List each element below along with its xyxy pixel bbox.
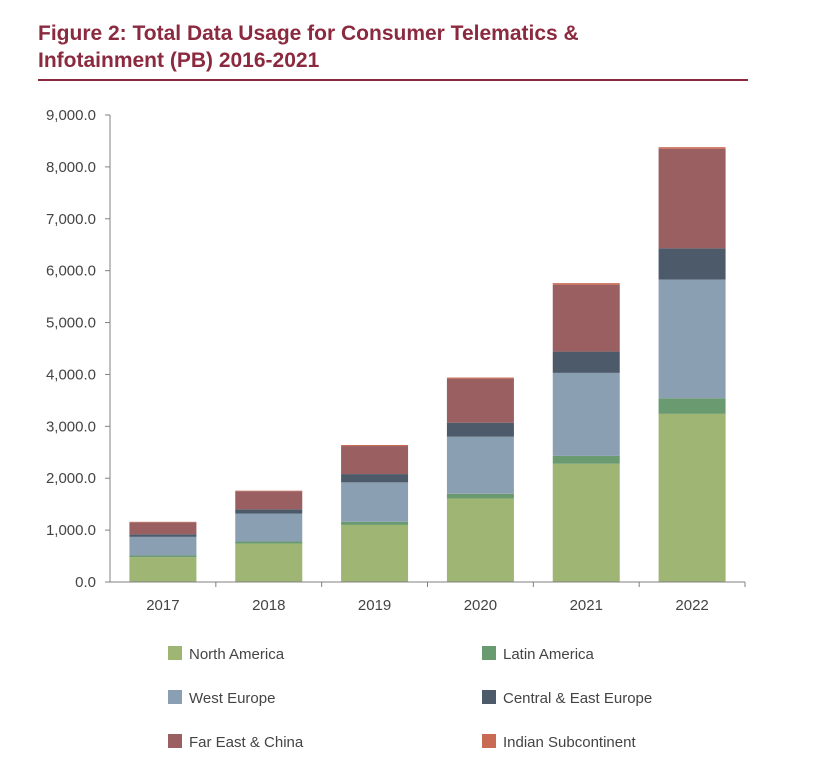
bar-segment-indian-subcontinent-2018 (235, 490, 303, 492)
y-tick-label-8000: 8,000.0 (46, 159, 96, 176)
bars-layer (129, 147, 726, 582)
bar-segment-indian-subcontinent-2017 (129, 521, 197, 523)
x-tick-label-2017: 2017 (146, 597, 179, 614)
bar-segment-west-europe-2017 (129, 536, 197, 556)
bar-segment-indian-subcontinent-2020 (446, 377, 514, 379)
legend-label-latin-america: Latin America (503, 646, 595, 663)
x-tick-label-2020: 2020 (464, 597, 497, 614)
bar-segment-latin-america-2019 (341, 521, 409, 525)
bar-segment-far-east-china-2020 (446, 378, 514, 423)
y-tick-label-2000: 2,000.0 (46, 470, 96, 487)
x-tick-label-2022: 2022 (675, 597, 708, 614)
bar-segment-latin-america-2018 (235, 541, 303, 544)
bar-segment-latin-america-2021 (552, 455, 620, 464)
bar-segment-indian-subcontinent-2019 (341, 445, 409, 447)
legend-label-north-america: North America (189, 646, 285, 663)
legend-label-indian-subcontinent: Indian Subcontinent (503, 734, 636, 751)
bar-segment-west-europe-2019 (341, 482, 409, 522)
x-tick-label-2019: 2019 (358, 597, 391, 614)
bar-segment-indian-subcontinent-2022 (658, 147, 726, 149)
bar-segment-latin-america-2020 (446, 493, 514, 499)
legend-swatch-west-europe (168, 690, 182, 704)
bar-segment-far-east-china-2022 (658, 148, 726, 249)
bar-segment-north-america-2019 (341, 524, 409, 582)
bar-segment-north-america-2017 (129, 557, 197, 582)
bar-segment-north-america-2022 (658, 413, 726, 582)
bar-segment-central-east-europe-2022 (658, 248, 726, 280)
bar-segment-latin-america-2017 (129, 555, 197, 558)
axes-layer: 2017 2018 2019 2020 2021 2022 0.0 1,000.0 2,000.… (46, 107, 746, 614)
legend-label-central-east-europe: Central & East Europe (503, 690, 652, 707)
bar-segment-west-europe-2022 (658, 279, 726, 399)
bar-segment-far-east-china-2018 (235, 491, 303, 510)
bar-segment-north-america-2021 (552, 463, 620, 582)
chart-title-line-2: Infotainment (PB) 2016-2021 (38, 49, 320, 72)
bar-segment-far-east-china-2019 (341, 446, 409, 475)
legend-label-far-east-china: Far East & China (189, 734, 304, 751)
bar-segment-far-east-china-2017 (129, 522, 197, 535)
bar-segment-central-east-europe-2021 (552, 351, 620, 373)
bar-segment-indian-subcontinent-2021 (552, 283, 620, 285)
bar-segment-central-east-europe-2017 (129, 534, 197, 537)
bar-segment-latin-america-2022 (658, 398, 726, 414)
title-divider (38, 79, 748, 81)
legend-label-west-europe: West Europe (189, 690, 275, 707)
x-tick-label-2021: 2021 (570, 597, 603, 614)
bar-segment-west-europe-2018 (235, 513, 303, 542)
bar-segment-central-east-europe-2019 (341, 474, 409, 483)
chart-title: Figure 2: Total Data Usage for Consumer … (38, 20, 758, 74)
legend-swatch-north-america (168, 646, 182, 660)
bar-segment-central-east-europe-2020 (446, 422, 514, 437)
y-tick-label-0: 0.0 (75, 574, 96, 591)
y-tick-label-6000: 6,000.0 (46, 263, 96, 280)
y-tick-label-3000: 3,000.0 (46, 418, 96, 435)
legend-swatch-latin-america (482, 646, 496, 660)
chart-title-line-1: Figure 2: Total Data Usage for Consumer … (38, 22, 579, 45)
legend-swatch-indian-subcontinent (482, 734, 496, 748)
y-tick-label-4000: 4,000.0 (46, 366, 96, 383)
bar-segment-west-europe-2021 (552, 372, 620, 456)
y-tick-label-7000: 7,000.0 (46, 211, 96, 228)
y-tick-label-9000: 9,000.0 (46, 107, 96, 124)
bar-segment-north-america-2020 (446, 498, 514, 582)
y-tick-label-1000: 1,000.0 (46, 522, 96, 539)
y-tick-label-5000: 5,000.0 (46, 315, 96, 332)
bar-segment-west-europe-2020 (446, 436, 514, 494)
legend-swatch-far-east-china (168, 734, 182, 748)
legend-swatch-central-east-europe (482, 690, 496, 704)
bar-segment-north-america-2018 (235, 543, 303, 582)
legend-layer: North America Latin America West Europe Cen… (168, 646, 652, 751)
bar-segment-far-east-china-2021 (552, 284, 620, 352)
x-tick-label-2018: 2018 (252, 597, 285, 614)
bar-segment-central-east-europe-2018 (235, 509, 303, 514)
